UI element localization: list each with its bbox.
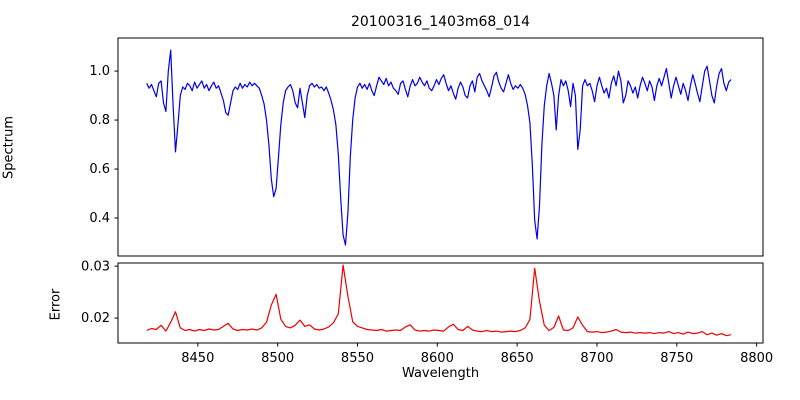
error-axis-label: Error <box>48 288 64 321</box>
wavelength-axis-label: Wavelength <box>401 366 480 381</box>
spectrum-panel-y-tick-label: 0.8 <box>89 113 110 128</box>
spectrum-axis-label: Spectrum <box>1 116 17 179</box>
error-panel-x-tick-label: 8550 <box>341 351 374 366</box>
error-panel-x-tick-label: 8650 <box>501 351 534 366</box>
spectrum-panel-y-tick-label: 1.0 <box>89 64 110 79</box>
error-panel-y-tick-label: 0.03 <box>81 259 110 274</box>
spectrum-panel-line <box>146 49 732 246</box>
error-panel-x-tick-label: 8800 <box>740 351 773 366</box>
error-panel-axes-frame <box>117 262 764 344</box>
error-panel-x-tick-label: 8700 <box>580 351 613 366</box>
spectrum-panel-axes-frame <box>117 37 764 257</box>
chart-title: 20100316_1403m68_014 <box>350 14 531 30</box>
spectrum-panel-y-tick-label: 0.6 <box>89 162 110 177</box>
spectrum-panel-y-tick-label: 0.4 <box>89 211 110 226</box>
error-panel-x-tick-label: 8600 <box>421 351 454 366</box>
error-panel-y-tick-label: 0.02 <box>81 311 110 326</box>
error-panel-x-tick-label: 8500 <box>261 351 294 366</box>
error-panel-x-tick-label: 8450 <box>181 351 214 366</box>
error-panel-x-tick-label: 8750 <box>660 351 693 366</box>
error-panel-line <box>146 264 732 337</box>
